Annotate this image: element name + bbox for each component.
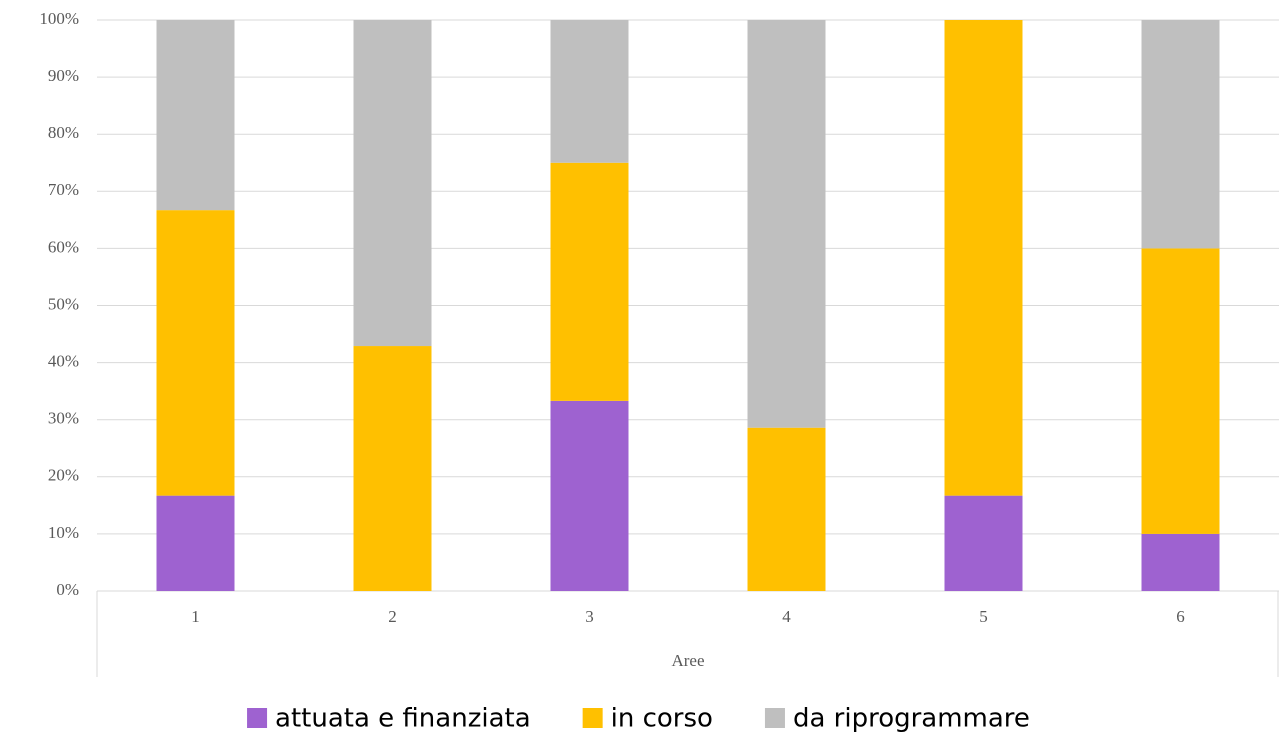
bar-segment [1141,533,1220,591]
bar-segment [944,495,1023,591]
legend-label: da riprogrammare [793,704,1030,734]
x-tick-label: 4 [782,607,791,626]
legend-swatch [582,708,603,728]
legend-swatch [764,708,785,728]
legend-label: attuata e finanziata [275,704,531,734]
y-tick-label: 70% [48,180,79,199]
y-tick-label: 90% [48,66,79,85]
y-tick-label: 60% [48,237,79,256]
x-tick-label: 5 [979,607,988,626]
bar-segment [550,400,629,591]
x-tick-label: 1 [191,607,200,626]
bar-segment [747,20,826,428]
bar-segment [1141,248,1220,534]
bar-segment [353,20,432,347]
y-tick-label: 10% [48,523,79,542]
bar-segment [747,427,826,591]
y-tick-label: 50% [48,294,79,313]
bar-segment [550,20,629,163]
y-tick-label: 100% [39,9,79,28]
x-tick-label: 6 [1176,607,1185,626]
x-tick-label: 2 [388,607,397,626]
y-tick-label: 80% [48,123,79,142]
legend-swatch [247,708,268,728]
bar-segment [156,495,235,591]
y-tick-label: 30% [48,409,79,428]
bar-segment [944,20,1023,496]
bar-segment [550,162,629,401]
bar-segment [353,346,432,591]
y-tick-label: 20% [48,466,79,485]
x-axis-label: Aree [671,651,704,670]
bar-segment [156,20,235,211]
y-tick-label: 0% [56,580,79,599]
bar-segment [1141,20,1220,249]
legend-label: in corso [611,704,713,734]
x-tick-label: 3 [585,607,594,626]
y-tick-label: 40% [48,352,79,371]
bar-segment [156,210,235,496]
